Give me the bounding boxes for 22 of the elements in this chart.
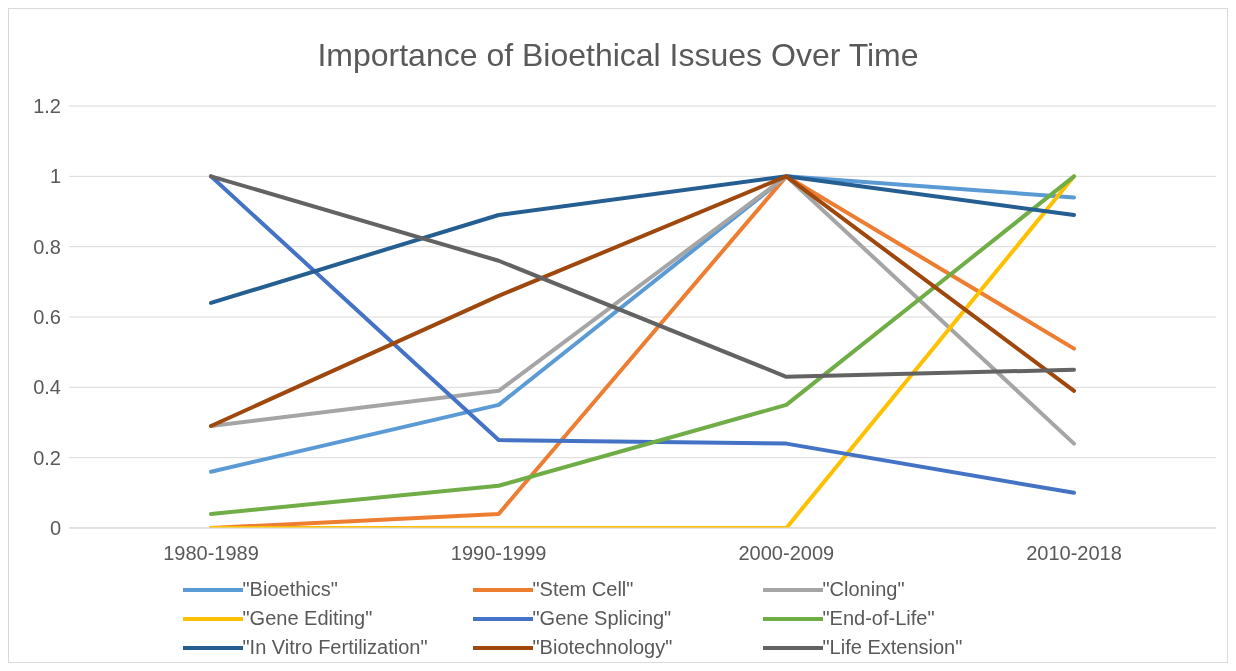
y-tick-label: 0.4 [33,376,61,399]
line-series [209,174,1076,379]
legend-label: "Life Extension" [822,636,963,659]
legend-label: "End-of-Life" [822,607,935,630]
x-tick-label: 1990-1999 [450,542,547,565]
legend-label: "Bioethics" [242,578,338,601]
x-tick-label: 1980-1989 [163,542,259,565]
y-tick-label: 1 [49,165,61,188]
x-tick-label: 2010-2018 [1026,542,1122,565]
y-tick-label: 0 [49,517,61,540]
chart-title: Importance of Bioethical Issues Over Time [316,37,920,74]
y-tick-label: 0.6 [33,306,61,329]
legend-label: "Stem Cell" [532,578,634,601]
y-tick-label: 0.8 [33,235,61,258]
legend-label: "Cloning" [822,578,905,601]
legend-label: "Gene Editing" [242,607,373,630]
legend-label: "Gene Splicing" [532,607,672,630]
x-tick-label: 2000-2009 [738,542,835,565]
y-tick-label: 0.2 [33,446,61,469]
legend-label: "In Vitro Fertilization" [242,636,428,659]
legend-label: "Biotechnology" [532,636,673,659]
y-tick-label: 1.2 [33,95,61,118]
